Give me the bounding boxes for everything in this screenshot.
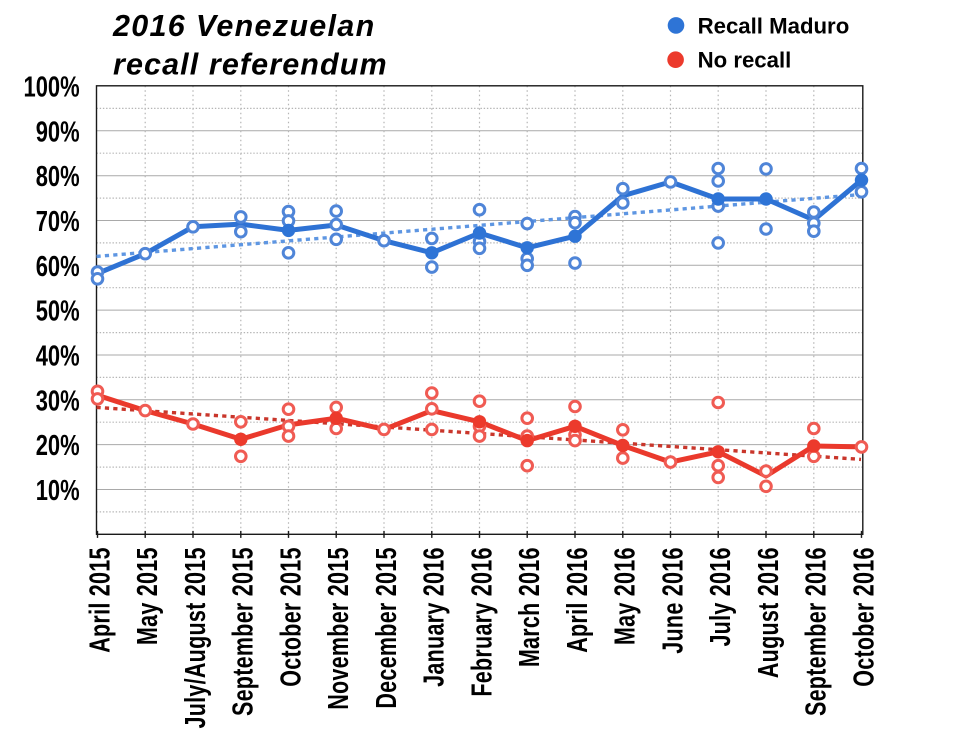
- svg-text:December 2015: December 2015: [371, 547, 403, 708]
- svg-text:Recall Maduro: Recall Maduro: [698, 13, 850, 38]
- svg-text:90%: 90%: [36, 117, 80, 148]
- svg-text:100%: 100%: [24, 72, 80, 103]
- svg-text:September 2015: September 2015: [228, 547, 260, 716]
- svg-text:October 2015: October 2015: [276, 547, 308, 687]
- svg-text:July 2016: July 2016: [705, 547, 737, 646]
- svg-text:70%: 70%: [36, 206, 80, 237]
- svg-text:September 2016: September 2016: [801, 547, 833, 716]
- svg-text:recall referendum: recall referendum: [113, 47, 388, 81]
- svg-text:August 2016: August 2016: [753, 547, 785, 678]
- svg-text:10%: 10%: [36, 475, 80, 506]
- svg-text:60%: 60%: [36, 251, 80, 282]
- svg-text:April 2015: April 2015: [85, 547, 117, 653]
- svg-text:No recall: No recall: [698, 48, 792, 73]
- svg-text:40%: 40%: [36, 341, 80, 372]
- svg-text:80%: 80%: [36, 162, 80, 193]
- svg-text:June 2016: June 2016: [658, 547, 690, 653]
- svg-text:January 2016: January 2016: [419, 547, 451, 687]
- svg-text:November 2015: November 2015: [323, 547, 355, 710]
- svg-text:50%: 50%: [36, 296, 80, 327]
- svg-text:30%: 30%: [36, 386, 80, 417]
- svg-text:February 2016: February 2016: [467, 547, 499, 696]
- svg-text:July/August 2015: July/August 2015: [180, 547, 212, 728]
- svg-text:May 2016: May 2016: [610, 547, 642, 645]
- svg-text:April 2016: April 2016: [562, 547, 594, 653]
- svg-text:October 2016: October 2016: [849, 547, 881, 687]
- svg-text:May 2015: May 2015: [132, 547, 164, 645]
- svg-text:2016 Venezuelan: 2016 Venezuelan: [112, 9, 376, 43]
- svg-text:March 2016: March 2016: [514, 547, 546, 667]
- svg-text:20%: 20%: [36, 430, 80, 461]
